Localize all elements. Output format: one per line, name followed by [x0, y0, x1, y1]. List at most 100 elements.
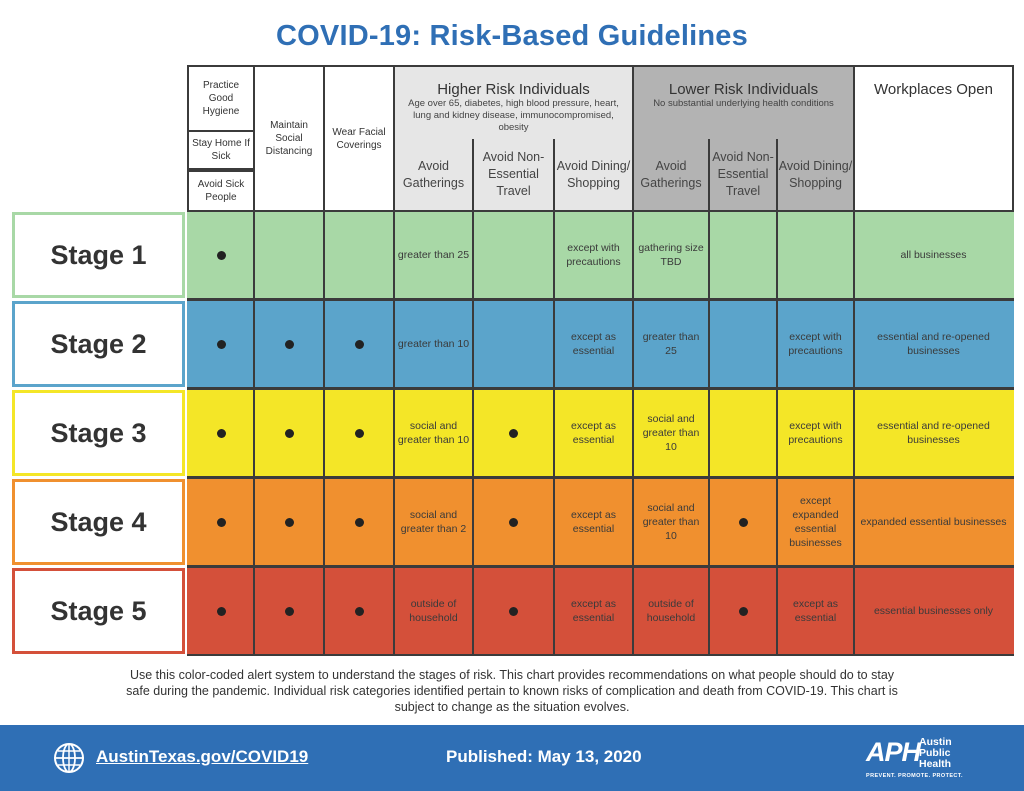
stage-3-lr-gather: social and greater than 10 [642, 413, 700, 453]
logo-letters: APH [866, 737, 921, 767]
stage-4-workplaces: expanded essential businesses [860, 516, 1007, 528]
stage-4-lr-travel [710, 479, 776, 565]
stage-2-coverings [325, 301, 393, 387]
stage-5-hygiene [189, 568, 253, 654]
header-higher-risk: Higher Risk Individuals Age over 65, dia… [395, 67, 632, 210]
bullet-icon [354, 606, 364, 616]
stage-1-lr-dining [778, 212, 853, 298]
stage-3-coverings [325, 390, 393, 476]
stage-5-hr-dining: except as essential [571, 598, 616, 624]
stage-1-workplaces: all businesses [900, 249, 967, 261]
stage-4-lr-gather: social and greater than 10 [642, 502, 700, 542]
lr-avoid-dining: Avoid Dining/ Shopping [778, 158, 853, 190]
stage-5-hr-travel [474, 568, 553, 654]
lr-avoid-gatherings: Avoid Gatherings [640, 158, 702, 190]
stage-4-distancing [255, 479, 323, 565]
stage-2-hr-dining: except as essential [571, 331, 616, 357]
hr-avoid-gatherings: Avoid Gatherings [402, 158, 465, 190]
stage-3-hygiene [189, 390, 253, 476]
stage-5-coverings [325, 568, 393, 654]
stage-4-hr-gather: social and greater than 2 [400, 509, 467, 535]
bullet-icon [354, 517, 364, 527]
stage-3-hr-dining: except as essential [571, 420, 616, 446]
covid-website-link[interactable]: AustinTexas.gov/COVID19 [96, 747, 309, 766]
stage-2-lr-gather: greater than 25 [642, 331, 700, 357]
stage-4-hr-travel [474, 479, 553, 565]
globe-icon [54, 743, 84, 773]
logo-name: Austin Public Health [919, 736, 952, 770]
stage-4-hygiene [189, 479, 253, 565]
stage-5-row: outside of household except as essential… [187, 568, 1014, 654]
page-title: COVID-19: Risk-Based Guidelines [276, 20, 748, 52]
stage-1-hr-dining: except with precautions [566, 242, 621, 268]
workplaces-title: Workplaces Open [874, 81, 993, 98]
practice-hygiene-label: Practice Good Hygiene [202, 80, 240, 117]
stage-3-hr-travel [474, 390, 553, 476]
bullet-icon [284, 428, 294, 438]
stage-1-hr-gather: greater than 25 [397, 249, 470, 261]
bullet-icon [216, 250, 226, 260]
footer: AustinTexas.gov/COVID19 Published: May 1… [0, 725, 1024, 791]
header-hygiene: Practice Good Hygiene [189, 67, 253, 130]
stage-3-distancing [255, 390, 323, 476]
avoid-sick-label: Avoid Sick People [197, 179, 245, 203]
hr-avoid-dining: Avoid Dining/ Shopping [556, 158, 631, 190]
stage-3-row: social and greater than 10 except as ess… [187, 390, 1014, 476]
stage-3-hr-gather: social and greater than 10 [397, 420, 470, 446]
stage-5-lr-dining: except as essential [793, 598, 838, 624]
hr-avoid-travel: Avoid Non-Essential Travel [482, 150, 545, 198]
stage-5-hr-gather: outside of household [409, 598, 458, 624]
bullet-icon [216, 606, 226, 616]
stage-4-row: social and greater than 2 except as esse… [187, 479, 1014, 565]
aph-logo: APH Austin Public Health PREVENT. PROMOT… [866, 735, 976, 783]
bullet-icon [284, 517, 294, 527]
stage-4-hr-dining: except as essential [571, 509, 616, 535]
coverings-label: Wear Facial Coverings [332, 126, 386, 151]
bullet-icon [216, 339, 226, 349]
header-distancing: Maintain Social Distancing [255, 67, 323, 210]
bullet-icon [509, 517, 518, 527]
stage-2-hr-gather: greater than 10 [397, 338, 470, 350]
higher-risk-subtitle: Age over 65, diabetes, high blood pressu… [408, 98, 619, 133]
stage-2-hygiene [189, 301, 253, 387]
higher-risk-title: Higher Risk Individuals [437, 81, 590, 98]
bullet-icon [738, 606, 748, 616]
stage-2-distancing [255, 301, 323, 387]
stage-5-lr-travel [710, 568, 776, 654]
stage-1-label: Stage 1 [12, 212, 185, 298]
stage-5-label: Stage 5 [12, 568, 185, 654]
header-stay-home: Stay Home If Sick [189, 132, 253, 168]
stage-2-label: Stage 2 [12, 301, 185, 387]
bullet-icon [216, 428, 226, 438]
bullet-icon [284, 339, 294, 349]
explanatory-note: Use this color-coded alert system to und… [126, 668, 898, 714]
stage-5-workplaces: essential businesses only [873, 605, 994, 617]
stage-1-lr-gather: gathering size TBD [638, 242, 704, 268]
lower-risk-subtitle: No substantial underlying health conditi… [653, 98, 834, 109]
header-coverings: Wear Facial Coverings [325, 67, 393, 210]
stage-5-lr-gather: outside of household [646, 598, 696, 624]
bullet-icon [354, 428, 364, 438]
bullet-icon [509, 606, 518, 616]
header-lower-risk: Lower Risk Individuals No substantial un… [634, 67, 853, 210]
stage-2-lr-dining: except with precautions [788, 331, 843, 357]
distancing-label: Maintain Social Distancing [265, 120, 313, 157]
bullet-icon [216, 517, 226, 527]
stage-4-lr-dining: except expanded essential businesses [789, 495, 842, 549]
stay-home-label: Stay Home If Sick [192, 138, 250, 162]
stage-3-workplaces: essential and re-opened businesses [877, 420, 990, 446]
stage-4-coverings [325, 479, 393, 565]
bullet-icon [509, 428, 518, 438]
stage-4-label: Stage 4 [12, 479, 185, 565]
stage-1-hygiene [189, 212, 253, 298]
logo-tagline: PREVENT. PROMOTE. PROTECT. [866, 773, 963, 779]
bullet-icon [738, 517, 748, 527]
stage-2-workplaces: essential and re-opened businesses [877, 331, 990, 357]
bullet-icon [284, 606, 294, 616]
bullet-icon [354, 339, 364, 349]
header-avoid-sick: Avoid Sick People [189, 172, 253, 210]
header-workplaces: Workplaces Open [855, 67, 1012, 210]
lower-risk-title: Lower Risk Individuals [668, 81, 819, 98]
stage-1-row: greater than 25 except with precautions … [187, 212, 1014, 298]
stage-5-distancing [255, 568, 323, 654]
